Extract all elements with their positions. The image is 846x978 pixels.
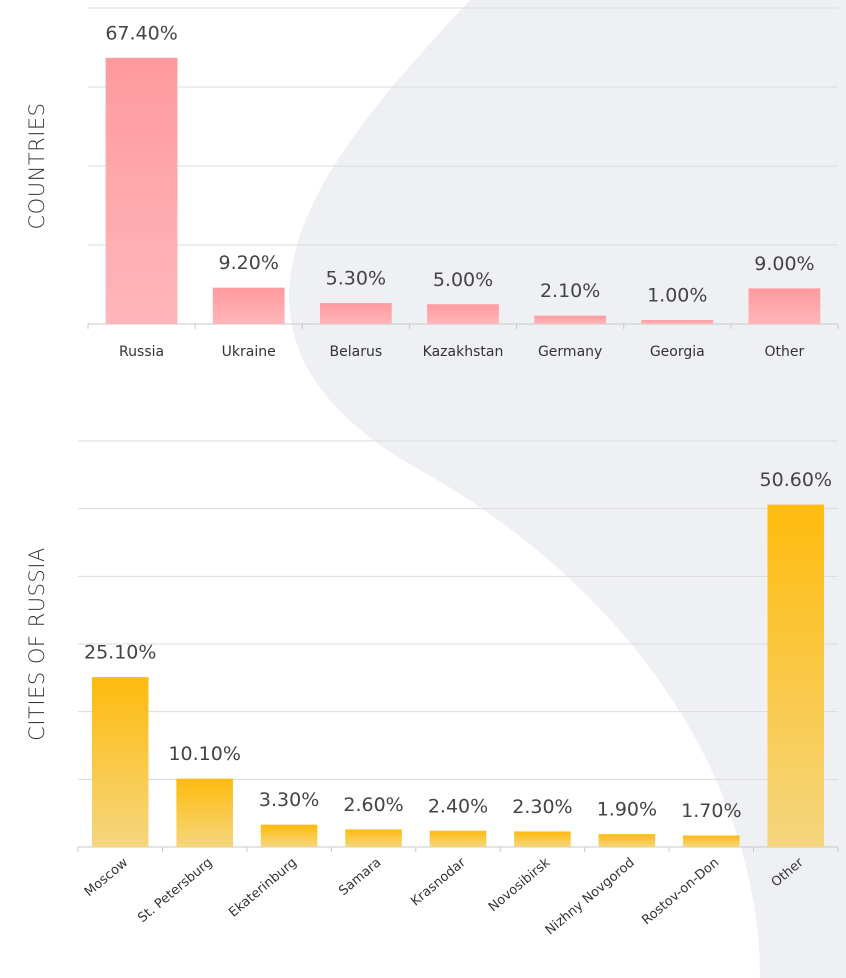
- x-tick-label: St. Petersburg: [135, 855, 215, 926]
- bar: [91, 677, 149, 847]
- y-axis-label: COUNTRIES: [25, 103, 49, 230]
- bar: [748, 288, 821, 324]
- x-tick-label: Ekaterinburg: [226, 855, 300, 920]
- x-tick-label: Ukraine: [222, 344, 276, 360]
- data-label: 2.60%: [343, 794, 403, 816]
- data-label: 2.30%: [512, 796, 572, 818]
- x-tick-label: Russia: [119, 344, 164, 360]
- bar: [260, 824, 318, 847]
- x-tick-label: Novosibirsk: [486, 855, 554, 915]
- data-label: 9.20%: [219, 252, 279, 274]
- data-label: 50.60%: [760, 469, 832, 491]
- bar: [683, 835, 740, 847]
- x-tick-label: Belarus: [330, 344, 383, 360]
- bar: [429, 830, 487, 847]
- bar: [319, 303, 392, 324]
- data-label: 1.00%: [647, 285, 707, 307]
- x-tick-label: Krasnodar: [408, 855, 469, 910]
- x-tick-label: Moscow: [82, 855, 132, 900]
- x-tick-label: Nizhny Novgorod: [543, 855, 638, 938]
- bar: [534, 315, 607, 324]
- x-tick-label: Rostov-on-Don: [639, 855, 722, 928]
- x-tick-label: Samara: [336, 855, 384, 899]
- x-tick-label: Georgia: [650, 344, 705, 360]
- x-tick-label: Kazakhstan: [423, 344, 504, 360]
- bar: [105, 57, 178, 325]
- bar: [767, 504, 825, 847]
- bar: [345, 829, 402, 847]
- bar: [176, 778, 233, 847]
- y-axis-label: CITIES OF RUSSIA: [25, 547, 49, 741]
- data-label: 5.30%: [326, 268, 386, 290]
- bar: [212, 287, 285, 324]
- bar: [427, 304, 499, 324]
- bar: [514, 831, 571, 847]
- data-label: 67.40%: [105, 22, 177, 44]
- x-tick-label: Germany: [538, 344, 602, 360]
- data-label: 25.10%: [84, 642, 156, 664]
- data-label: 10.10%: [168, 743, 240, 765]
- data-label: 3.30%: [259, 789, 319, 811]
- x-tick-label: Other: [765, 344, 805, 360]
- bar: [641, 320, 714, 324]
- data-label: 2.40%: [428, 795, 488, 817]
- data-label: 1.70%: [681, 800, 741, 822]
- data-label: 1.90%: [597, 799, 657, 821]
- bar: [598, 834, 656, 847]
- data-label: 2.10%: [540, 280, 600, 302]
- data-label: 5.00%: [433, 269, 493, 291]
- data-label: 9.00%: [754, 253, 814, 275]
